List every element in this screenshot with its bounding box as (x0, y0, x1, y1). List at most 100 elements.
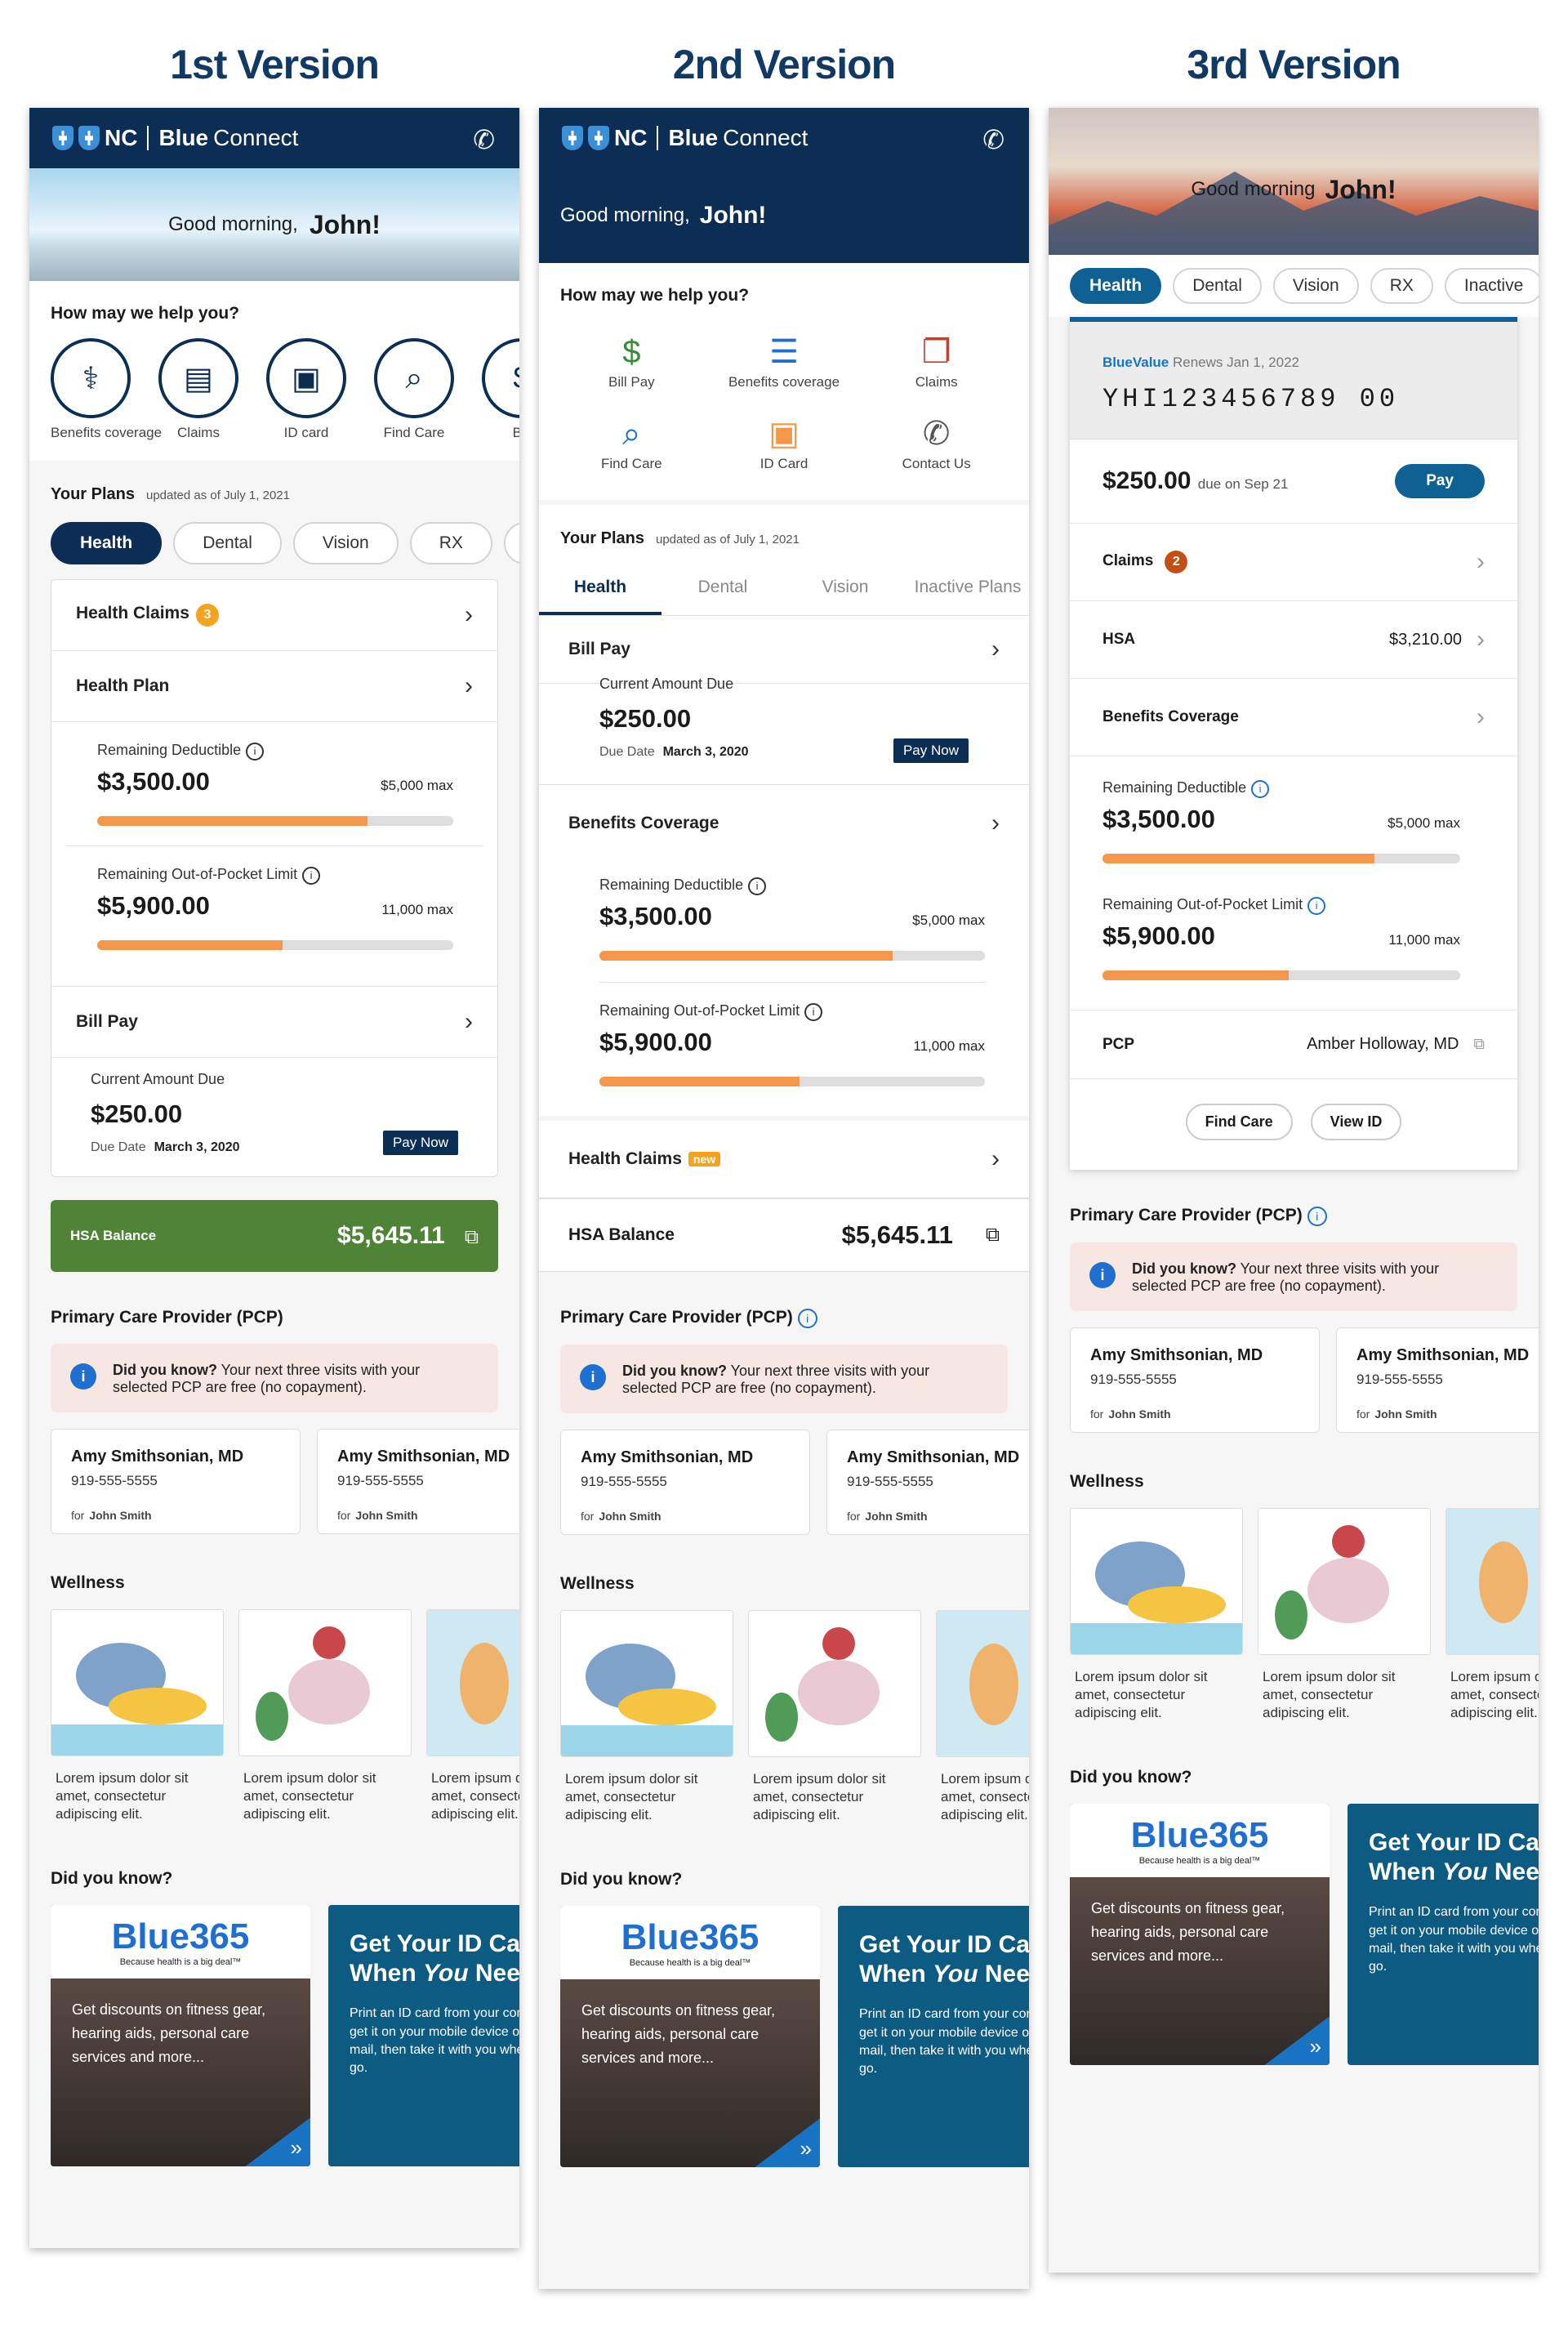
blue365-card[interactable]: Blue365 Because health is a big deal™ Get … (51, 1905, 310, 2167)
tab-inactive[interactable]: Inactive (1444, 268, 1539, 304)
external-link-icon: ⧉ (1473, 1035, 1485, 1053)
greeting-banner: Good morning, John! (29, 168, 519, 281)
wellness-illustration (936, 1610, 1029, 1757)
action-id-card[interactable]: ▣ ID card (266, 338, 346, 441)
blue365-card[interactable]: Blue365 Because health is a big deal™ Get … (560, 1906, 820, 2168)
claims-count-badge: 3 (195, 604, 219, 627)
wellness-illustration (1070, 1508, 1243, 1655)
claims-row[interactable]: Claims 2 › (1070, 524, 1517, 601)
tab-dental[interactable]: Dental (697, 578, 748, 596)
provider-card[interactable]: Amy Smithsonian, MD 919-555-5555 for John S… (560, 1430, 810, 1535)
action-bill[interactable]: $Bill (482, 338, 519, 441)
pay-now-button[interactable]: Pay Now (382, 1131, 458, 1155)
tab-rx[interactable]: RX (409, 522, 492, 564)
wellness-card[interactable]: Lorem ipsum dolor sit amet, consectetur … (238, 1609, 412, 1823)
hsa-balance-row[interactable]: HSA Balance $5,645.11 ⧉ (539, 1198, 1029, 1272)
provider-card[interactable]: Amy Smithsonian, MD 919-555-5555 for John S… (826, 1430, 1029, 1535)
wellness-card[interactable]: Lorem ipsum dolor sit amet, consectetur … (560, 1610, 733, 1824)
plan-tabs: Health Dental Vision Inactive Plans (539, 561, 1029, 616)
blue365-card[interactable]: Blue365 Because health is a big deal™ Get … (1070, 1804, 1330, 2066)
version-3-screen: Good morning John! Health Dental Vision R… (1049, 108, 1539, 2273)
id-card-promo[interactable]: Get Your ID Card When You Need ItPrint a… (1348, 1804, 1539, 2066)
info-icon: i (246, 743, 265, 761)
wellness-illustration (238, 1609, 412, 1756)
pcp-row[interactable]: PCP Amber Holloway, MD ⧉ (1070, 1010, 1517, 1079)
phone-icon[interactable]: ✆ (982, 125, 1004, 154)
action-id-card[interactable]: ▣ ID Card (708, 412, 861, 472)
wellness-card[interactable]: Lorem ipsum dolor sit amet, consectetur … (1258, 1508, 1431, 1722)
bcbsnc-logo: NC Blue Connect (562, 125, 808, 151)
deductible-progress-bar (1102, 854, 1460, 863)
action-find-care[interactable]: ⌕ Find Care (555, 412, 708, 472)
pcp-tip: i Did you know? Your next three visits wi… (51, 1344, 498, 1412)
tab-vision[interactable]: Vision (292, 522, 399, 564)
wellness-card[interactable]: Lorem ipsum dolor sit amet, consectetur … (1446, 1508, 1539, 1722)
tab-health[interactable]: Health (1070, 268, 1162, 304)
pcp-heading: Primary Care Provider (PCP) i (539, 1272, 1029, 1345)
wellness-card[interactable]: Lorem ipsum dolor sit amet, consectetur … (51, 1609, 224, 1823)
info-icon: i (70, 1363, 96, 1390)
hsa-balance-card[interactable]: HSA Balance $5,645.11 ⧉ (51, 1200, 498, 1272)
id-card-promo[interactable]: Get Your ID Card When You Need ItPrint a… (328, 1905, 519, 2167)
health-claims-row[interactable]: Health Claims 3 › (51, 580, 497, 651)
tab-vision[interactable]: Vision (822, 578, 869, 596)
tab-more[interactable] (503, 522, 519, 564)
wellness-card[interactable]: Lorem ipsum dolor sit amet, consectetur … (936, 1610, 1029, 1824)
provider-card[interactable]: Amy Smithsonian, MD 919-555-5555 for John S… (317, 1429, 519, 1534)
search-icon: ⌕ (374, 338, 454, 418)
version-1-title: 1st Version (170, 42, 380, 87)
tab-dental[interactable]: Dental (173, 522, 282, 564)
external-link-icon: ⧉ (985, 1224, 1000, 1246)
provider-card[interactable]: Amy Smithsonian, MD 919-555-5555 for John S… (1336, 1327, 1539, 1433)
action-claims[interactable]: ▤ Claims (158, 338, 238, 441)
tab-dental[interactable]: Dental (1173, 268, 1262, 304)
action-bill-pay[interactable]: $ Bill Pay (555, 330, 708, 390)
tab-health[interactable]: Health (51, 522, 163, 564)
wellness-card[interactable]: Lorem ipsum dolor sit amet, consectetur … (426, 1609, 519, 1823)
wellness-heading: Wellness (560, 1574, 635, 1593)
plan-tabs: Health Dental Vision RX Inactive (1049, 255, 1539, 317)
health-claims-row[interactable]: Health Claims new › (539, 1121, 1029, 1198)
benefits-coverage-row[interactable]: Benefits Coverage › (1070, 679, 1517, 756)
view-id-button[interactable]: View ID (1310, 1104, 1402, 1140)
provider-card[interactable]: Amy Smithsonian, MD 919-555-5555 for John S… (1070, 1327, 1320, 1433)
health-plan-row[interactable]: Health Plan › (51, 651, 497, 722)
chevron-right-icon: › (465, 601, 473, 628)
tab-health[interactable]: Health (539, 561, 662, 615)
provider-card[interactable]: Amy Smithsonian, MD 919-555-5555 for John S… (51, 1429, 301, 1534)
hsa-row[interactable]: HSA $3,210.00 › (1070, 601, 1517, 679)
action-benefits-coverage[interactable]: ⚕ Benefits coverage (51, 338, 162, 441)
wellness-heading: Wellness (51, 1573, 125, 1592)
wellness-list: Lorem ipsum dolor sit amet, consectetur … (1049, 1508, 1539, 1722)
deductible-metric: Remaining Deductible i $3,500.00 $5,000 ma… (66, 722, 483, 846)
help-heading: How may we help you? (560, 286, 750, 305)
info-icon: i (302, 867, 321, 885)
bcbsnc-logo: NC Blue Connect (52, 125, 298, 151)
bill-pay-row[interactable]: Bill Pay › (51, 986, 497, 1058)
id-card-icon: ▣ (768, 416, 800, 452)
bill-pay-row[interactable]: Bill Pay › (539, 616, 1029, 684)
tab-vision[interactable]: Vision (1272, 268, 1359, 304)
info-icon: i (1089, 1262, 1116, 1288)
wellness-card[interactable]: Lorem ipsum dolor sit amet, consectetur … (1070, 1508, 1243, 1722)
version-2-screen: NC Blue Connect ✆ Good morning, John! How m… (539, 108, 1029, 2289)
tab-inactive-plans[interactable]: Inactive Plans (914, 578, 1022, 596)
action-claims[interactable]: ❐ Claims (860, 330, 1013, 390)
documents-icon: ❐ (921, 334, 951, 370)
plan-tabs: Health Dental Vision RX (29, 517, 519, 579)
caduceus-icon: ⚕ (51, 338, 131, 418)
chevron-right-icon: › (465, 1008, 473, 1035)
tab-rx[interactable]: RX (1370, 268, 1433, 304)
find-care-button[interactable]: Find Care (1185, 1104, 1293, 1140)
wellness-card[interactable]: Lorem ipsum dolor sit amet, consectetur … (748, 1610, 921, 1824)
id-card-promo[interactable]: Get Your ID Card When You Need ItPrint a… (838, 1906, 1029, 2168)
action-find-care[interactable]: ⌕ Find Care (374, 338, 454, 441)
action-benefits-coverage[interactable]: ☰ Benefits coverage (708, 330, 861, 390)
action-contact-us[interactable]: ✆ Contact Us (860, 412, 1013, 472)
benefits-coverage-row[interactable]: Benefits Coverage › (568, 810, 1000, 836)
help-heading: How may we help you? (51, 304, 240, 323)
pay-now-button[interactable]: Pay Now (893, 738, 969, 763)
chevron-right-icon: › (465, 672, 473, 699)
pay-button[interactable]: Pay (1395, 464, 1485, 498)
phone-icon[interactable]: ✆ (473, 125, 495, 154)
